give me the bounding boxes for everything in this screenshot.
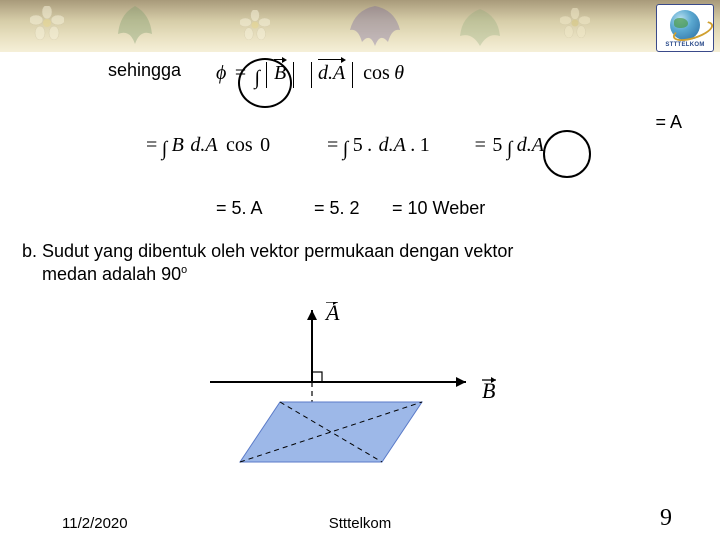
dA: d.A xyxy=(379,134,406,156)
paragraph-b: b. Sudut yang dibentuk oleh vektor permu… xyxy=(22,240,692,287)
dA: d.A xyxy=(517,134,544,156)
vector-dA: d.A xyxy=(318,62,345,85)
diagram-label-A: A xyxy=(324,302,340,325)
flower-icon xyxy=(30,6,64,40)
phi-symbol: ϕ xyxy=(216,62,226,84)
equation-row-1: ϕ = ∫ B d.A cos θ xyxy=(216,62,404,104)
dot: . xyxy=(367,134,372,156)
leaf-icon xyxy=(450,6,510,48)
equals: = xyxy=(475,134,486,156)
header-band: STTTELKOM xyxy=(0,0,720,52)
five: 5 xyxy=(492,134,502,156)
B: B xyxy=(172,134,184,156)
eq-10-weber: = 10 Weber xyxy=(392,198,485,219)
zero: 0 xyxy=(260,134,270,156)
integral-symbol: ∫ xyxy=(162,138,167,161)
logo: STTTELKOM xyxy=(656,4,714,52)
eq-5-2: = 5. 2 xyxy=(314,198,360,219)
theta: θ xyxy=(394,62,404,84)
vector-diagram: A B xyxy=(210,302,520,492)
text-sehingga: sehingga xyxy=(108,60,181,81)
abs-bar xyxy=(293,62,294,88)
integral-symbol: ∫ xyxy=(343,138,348,161)
cos: cos xyxy=(226,134,253,156)
para-b-line2: medan adalah 90 xyxy=(22,264,181,284)
flower-icon xyxy=(560,8,590,38)
equals-A: = A xyxy=(655,112,682,133)
abs-bar xyxy=(311,62,312,88)
flower-icon xyxy=(240,10,270,40)
grape-leaf-icon xyxy=(340,2,410,50)
degree-superscript: o xyxy=(181,264,187,276)
equals: = xyxy=(146,134,157,156)
dA: d.A xyxy=(190,134,217,156)
vector-B: B xyxy=(274,62,286,85)
equation-row-2: = ∫ B d.A cos 0 = ∫ 5 . d.A . 1 = 5 ∫ d.… xyxy=(146,134,544,176)
footer-date: 11/2/2020 xyxy=(62,515,128,532)
abs-bar xyxy=(266,62,267,88)
highlight-ellipse-2 xyxy=(543,130,591,178)
five: 5 xyxy=(353,134,363,156)
abs-bar xyxy=(352,62,353,88)
equals: = xyxy=(235,62,246,84)
slide-content: sehingga ϕ = ∫ B d.A cos θ = A = ∫ B d.A… xyxy=(0,52,720,64)
one: 1 xyxy=(420,134,430,156)
integral-symbol: ∫ xyxy=(507,138,512,161)
cos: cos xyxy=(363,62,390,84)
leaf-icon xyxy=(110,4,160,48)
diagram-label-B: B xyxy=(482,378,495,403)
equals: = xyxy=(327,134,338,156)
dot: . xyxy=(410,134,415,156)
logo-text: STTTELKOM xyxy=(665,42,704,48)
integral-symbol: ∫ xyxy=(255,67,260,90)
para-b-line1: b. Sudut yang dibentuk oleh vektor permu… xyxy=(22,241,513,261)
footer-center: Stttelkom xyxy=(329,515,392,532)
page-number: 9 xyxy=(660,505,672,532)
eq-5A: = 5. A xyxy=(216,198,263,219)
